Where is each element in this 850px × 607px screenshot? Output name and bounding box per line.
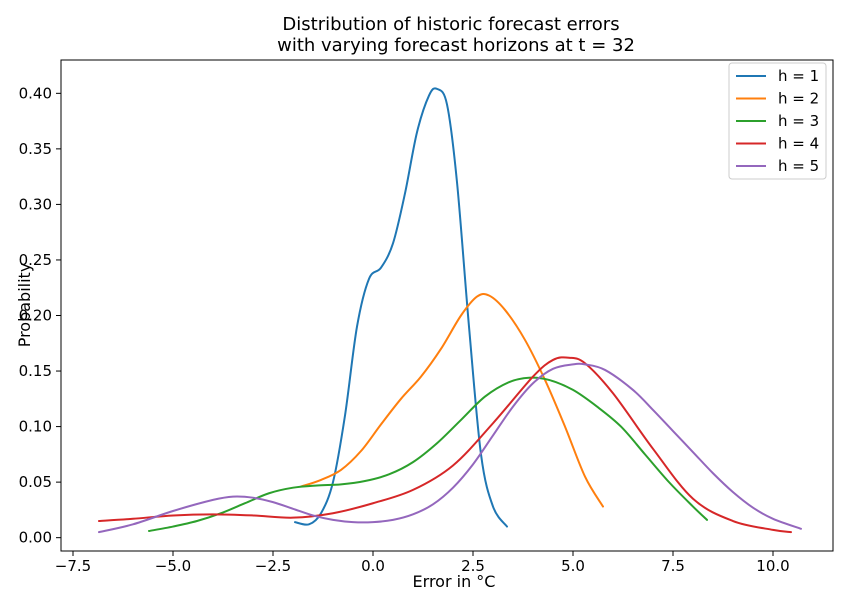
series-line-h5 bbox=[98, 362, 802, 534]
x-tick-label: 0.0 bbox=[361, 557, 385, 575]
x-tick-label: −5.0 bbox=[155, 557, 191, 575]
legend-label-h5: h = 5 bbox=[778, 157, 819, 175]
x-tick-label: 10.0 bbox=[756, 557, 789, 575]
x-tick-label: −7.5 bbox=[55, 557, 91, 575]
series-line-h1 bbox=[294, 87, 508, 528]
x-tick-label: 7.5 bbox=[661, 557, 685, 575]
legend-label-h2: h = 2 bbox=[778, 90, 819, 108]
y-axis-title: Probability bbox=[15, 263, 34, 348]
y-tick-label: 0.10 bbox=[19, 418, 52, 436]
x-axis-title: Error in °C bbox=[413, 572, 496, 591]
y-tick-label: 0.15 bbox=[19, 362, 52, 380]
plot-frame bbox=[60, 59, 834, 552]
y-tick-label: 0.35 bbox=[19, 140, 52, 158]
x-axis: −7.5 −5.0 −2.5 0.0 2.5 5.0 7.5 10.0 bbox=[55, 551, 790, 575]
y-tick-label: 0.00 bbox=[19, 529, 52, 547]
y-tick-label: 0.25 bbox=[19, 251, 52, 269]
series-line-h4 bbox=[98, 356, 792, 534]
chart-title: Distribution of historic forecast errors… bbox=[277, 14, 635, 56]
y-tick-label: 0.20 bbox=[19, 306, 52, 324]
legend-label-h4: h = 4 bbox=[778, 135, 819, 153]
x-tick-label: −2.5 bbox=[255, 557, 291, 575]
series-line-h2 bbox=[300, 292, 604, 508]
title-line-2: with varying forecast horizons at t = 32 bbox=[277, 35, 635, 56]
x-tick-label: 2.5 bbox=[461, 557, 485, 575]
legend-label-h3: h = 3 bbox=[778, 112, 819, 130]
y-axis: 0.00 0.05 0.10 0.15 0.20 0.25 0.30 0.35 0.40 bbox=[19, 84, 61, 547]
y-tick-label: 0.05 bbox=[19, 473, 52, 491]
title-line-1: Distribution of historic forecast errors bbox=[282, 14, 619, 35]
x-tick-label: 5.0 bbox=[561, 557, 585, 575]
y-tick-label: 0.40 bbox=[19, 84, 52, 102]
y-tick-label: 0.30 bbox=[19, 195, 52, 213]
series-layer bbox=[98, 87, 802, 534]
legend-label-h1: h = 1 bbox=[778, 67, 819, 85]
legend: h = 1 h = 2 h = 3 h = 4 h = 5 bbox=[728, 62, 827, 180]
series-line-h3 bbox=[148, 376, 708, 532]
legend-box bbox=[728, 62, 827, 180]
